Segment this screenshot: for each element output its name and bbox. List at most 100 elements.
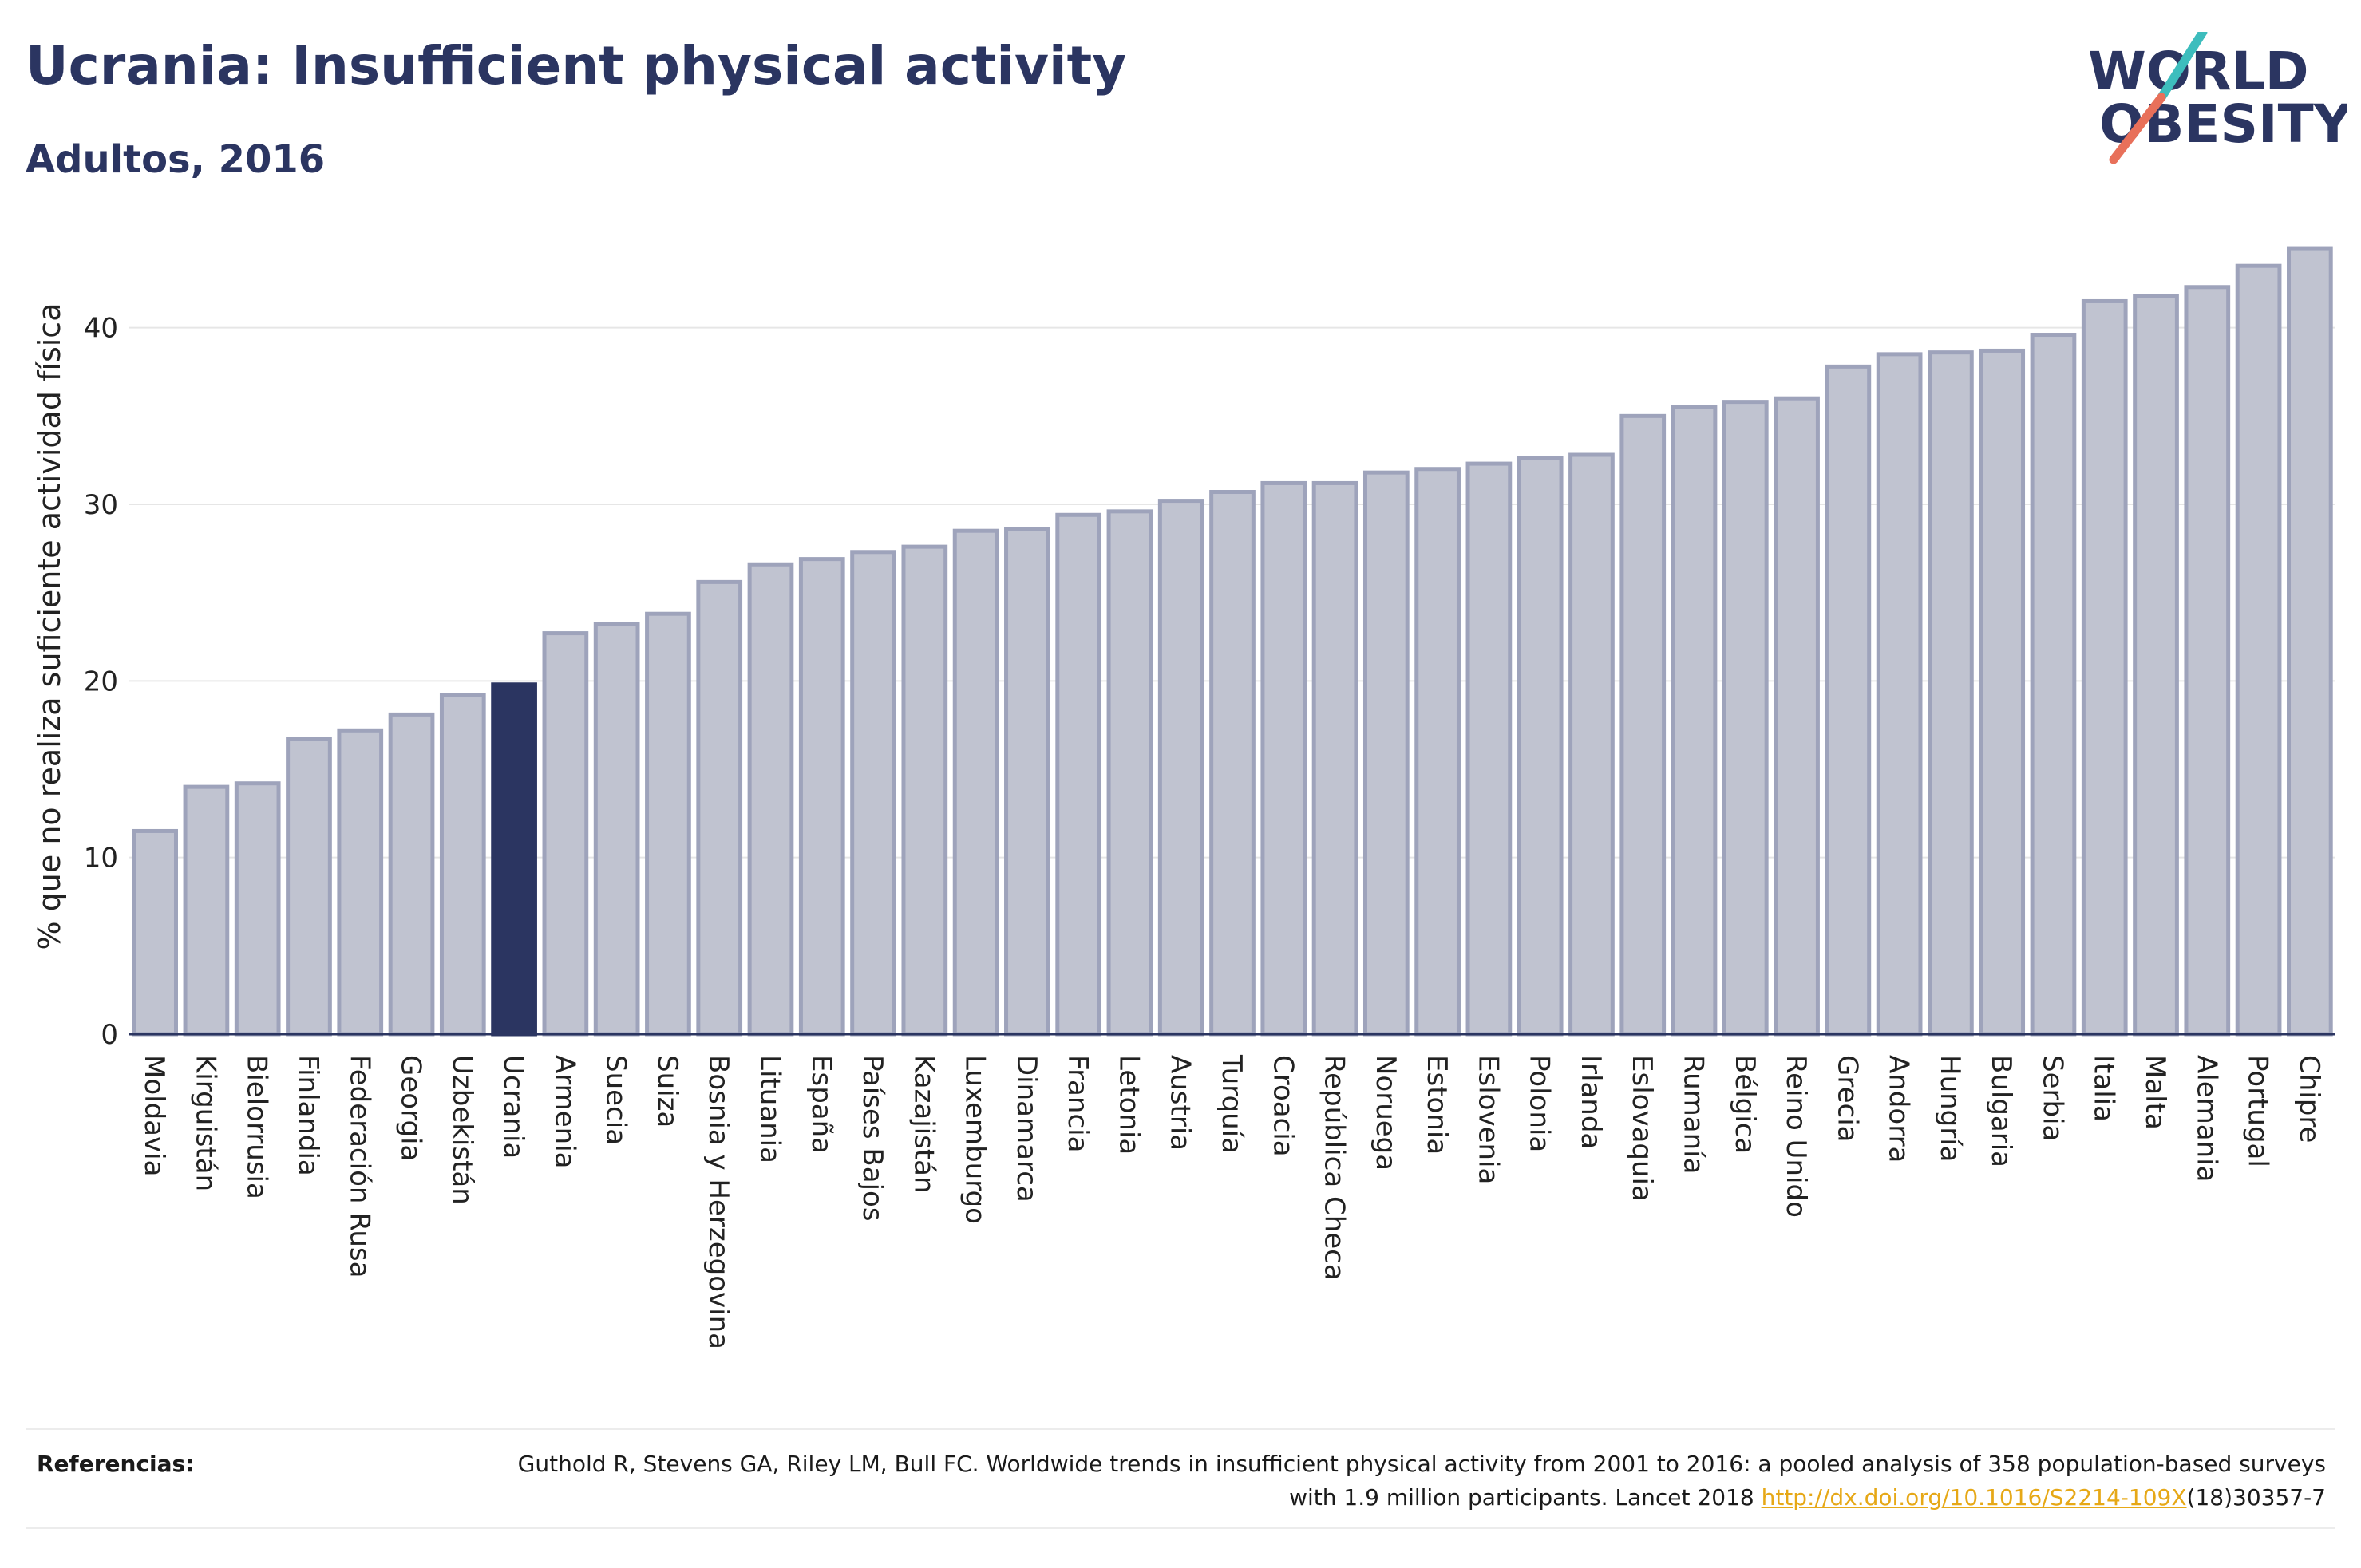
references-citation: Guthold R, Stevens GA, Riley LM, Bull FC… [517, 1451, 2326, 1511]
bar-bosnia-y-herzegovina [696, 579, 743, 1037]
x-tick-label: Eslovaquia [1626, 1055, 1658, 1202]
x-tick-label: Polonia [1524, 1055, 1556, 1152]
x-tick-label: Letonia [1113, 1055, 1145, 1155]
x-tick-label: Bulgaria [1985, 1055, 2017, 1167]
x-tick-label: Suiza [651, 1055, 683, 1128]
x-tick-label: República Checa [1319, 1055, 1351, 1281]
bar-ucrania [491, 682, 537, 1037]
bar-reino-unido [1774, 396, 1820, 1037]
x-tick-label: España [805, 1055, 837, 1154]
x-tick-label: Dinamarca [1010, 1055, 1042, 1203]
bar-armenia [542, 631, 589, 1037]
x-tick-label: Georgia [395, 1055, 427, 1161]
bar-uzbekistán [439, 693, 486, 1037]
bar-kirguistán [183, 784, 230, 1037]
bar-federación-rusa [337, 728, 384, 1037]
bar-bélgica [1722, 400, 1769, 1037]
x-tick-label: Portugal [2242, 1055, 2274, 1167]
x-tick-label: Uzbekistán [446, 1055, 478, 1205]
bar-austria [1157, 499, 1204, 1037]
y-axis-label: % que no realiza suficiente actividad fí… [32, 303, 67, 950]
references-doi-link[interactable]: http://dx.doi.org/10.1016/S2214-109X [1761, 1484, 2187, 1511]
bar-españa [798, 557, 845, 1037]
bar-rumanía [1671, 405, 1718, 1037]
bars [132, 246, 2333, 1037]
bar-kazajistán [901, 544, 948, 1037]
x-tick-label: Lituania [753, 1055, 785, 1163]
y-tick-label: 20 [84, 666, 118, 697]
bar-luxemburgo [952, 528, 999, 1037]
bar-países-bajos [850, 550, 896, 1037]
bar-polonia [1517, 456, 1564, 1037]
references-section: Referencias: Guthold R, Stevens GA, Rile… [26, 1428, 2335, 1529]
bar-alemania [2184, 285, 2231, 1037]
references-label: Referencias: [37, 1451, 195, 1477]
x-tick-label: Bosnia y Herzegovina [702, 1055, 734, 1349]
y-tick-label: 0 [101, 1019, 118, 1051]
bar-eslovaquia [1619, 413, 1667, 1037]
x-tick-label: Países Bajos [856, 1055, 888, 1222]
bar-croacia [1260, 480, 1307, 1037]
world-obesity-logo: WORLD OBESITY [2088, 32, 2347, 164]
x-tick-label: Andorra [1883, 1055, 1915, 1163]
logo-world-text: WORLD [2088, 41, 2309, 102]
x-tick-label: Armenia [548, 1055, 580, 1169]
x-tick-label: Austria [1165, 1055, 1196, 1151]
x-tick-label: Francia [1062, 1055, 1093, 1152]
bar-suecia [593, 622, 640, 1037]
x-tick-label: Grecia [1831, 1055, 1863, 1142]
x-tick-label: Malta [2139, 1055, 2171, 1130]
x-tick-label: Luxemburgo [959, 1055, 991, 1224]
x-tick-label: Suecia [600, 1055, 632, 1145]
x-tick-label: Federación Rusa [343, 1055, 375, 1278]
bar-suiza [645, 611, 691, 1037]
bar-moldavia [132, 828, 178, 1037]
bar-hungría [1928, 350, 1974, 1037]
bar-italia [2081, 298, 2128, 1037]
bar-chart: 0 10 20 30 40 Moldavia Kirguistán Bielorrusia Fi… [32, 246, 2335, 1349]
bar-noruega [1362, 470, 1410, 1037]
y-tick-label: 30 [84, 489, 118, 521]
x-tick-label: Reino Unido [1780, 1055, 1812, 1218]
chart-subtitle: Adultos, 2016 [26, 137, 326, 182]
x-tick-label: Estonia [1421, 1055, 1453, 1155]
chart-title: Ucrania: Insufficient physical activity [26, 35, 1127, 97]
x-tick-label: Serbia [2036, 1055, 2068, 1141]
bar-chipre [2287, 246, 2333, 1037]
bar-malta [2133, 294, 2179, 1037]
x-tick-label: Alemania [2190, 1055, 2222, 1182]
x-tick-label: Eslovenia [1472, 1055, 1504, 1184]
x-tick-label: Ucrania [497, 1055, 529, 1159]
logo-slash-teal [2157, 32, 2208, 102]
x-tick-label: Turquía [1216, 1054, 1248, 1154]
bar-bulgaria [1979, 348, 2026, 1037]
bar-serbia [2030, 333, 2077, 1037]
bar-grecia [1825, 364, 1872, 1037]
bar-eslovenia [1465, 461, 1513, 1037]
bar-turquía [1209, 490, 1256, 1037]
bar-irlanda [1568, 452, 1615, 1037]
x-tick-label: Hungría [1934, 1055, 1966, 1163]
x-tick-label: Finlandia [292, 1055, 324, 1176]
references-citation-suffix: (18)30357-7 [2186, 1484, 2326, 1511]
bar-bielorrusia [234, 781, 281, 1037]
bar-andorra [1876, 352, 1923, 1037]
bar-francia [1055, 512, 1102, 1037]
bar-dinamarca [1004, 527, 1050, 1037]
x-tick-label: Bélgica [1729, 1055, 1761, 1154]
x-tick-label: Rumanía [1678, 1055, 1710, 1174]
bar-georgia [388, 712, 435, 1037]
x-tick-label: Kazajistán [908, 1055, 939, 1194]
x-tick-label: Bielorrusia [241, 1055, 273, 1199]
y-tick-label: 10 [84, 843, 118, 875]
x-tick-label: Noruega [1370, 1055, 1402, 1171]
x-tick-label: Moldavia [138, 1055, 170, 1176]
x-tick-label: Croacia [1267, 1055, 1299, 1157]
axes: 0 10 20 30 40 Moldavia Kirguistán Bielorrusia Fi… [84, 313, 2335, 1349]
references-text: Guthold R, Stevens GA, Riley LM, Bull FC… [490, 1448, 2326, 1515]
x-tick-label: Chipre [2293, 1055, 2325, 1143]
logo-slash-coral [2109, 93, 2166, 164]
x-tick-label: Italia [2088, 1055, 2120, 1122]
bar-lituania [747, 562, 794, 1037]
x-tick-label: Kirguistán [189, 1055, 221, 1191]
